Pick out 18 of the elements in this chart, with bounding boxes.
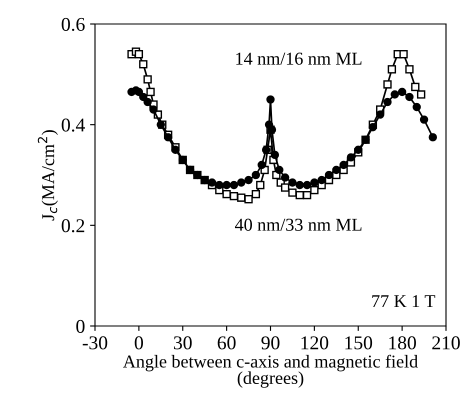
y-tick-label: 0.4 — [62, 118, 85, 132]
y-axis-title: J$_{c}$(MA/cm$^{2}$) — [38, 130, 58, 220]
x-tick-label: 90 — [261, 336, 280, 350]
x-tick-label: 30 — [174, 336, 192, 350]
x-tick-label: -30 — [82, 336, 108, 350]
x-tick-label: 150 — [345, 336, 372, 350]
x-tick-label: 180 — [389, 336, 416, 350]
x-axis-title: Angle between c-axis and magnetic field (degrees) — [123, 354, 418, 388]
y-tick-label: 0 — [76, 320, 85, 333]
x-tick-label: 210 — [432, 336, 460, 350]
x-tick-label: 0 — [134, 336, 143, 350]
annotation: 77 K 1 T — [372, 295, 436, 308]
y-tick-label: 0.6 — [62, 18, 85, 32]
annotation: 40 nm/33 nm ML — [234, 218, 362, 231]
x-tick-label: 60 — [218, 336, 236, 350]
y-tick-label: 0.2 — [62, 219, 84, 232]
x-tick-label: 120 — [302, 336, 328, 350]
annotation: 14 nm/16 nm ML — [236, 52, 362, 65]
